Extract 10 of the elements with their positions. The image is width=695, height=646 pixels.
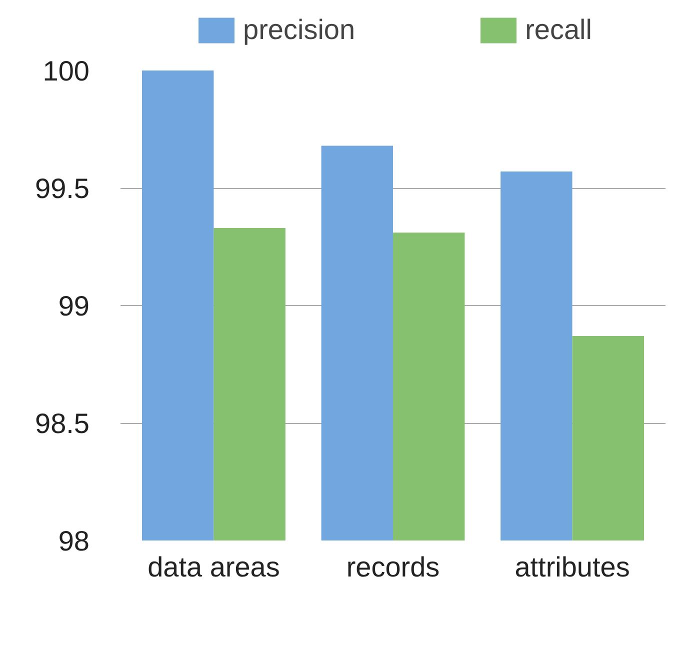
y-tick-label: 98 [58, 526, 90, 556]
x-tick-label: records [346, 552, 440, 582]
legend-label: recall [525, 14, 592, 46]
x-tick-label: data areas [148, 552, 280, 582]
y-tick-label: 99 [58, 290, 90, 322]
x-tick-label: attributes [514, 552, 630, 582]
y-tick-label: 98.5 [35, 408, 90, 439]
legend-label: precision [243, 14, 356, 46]
y-tick-label: 100 [42, 56, 90, 86]
y-tick-label: 99.5 [35, 173, 90, 204]
